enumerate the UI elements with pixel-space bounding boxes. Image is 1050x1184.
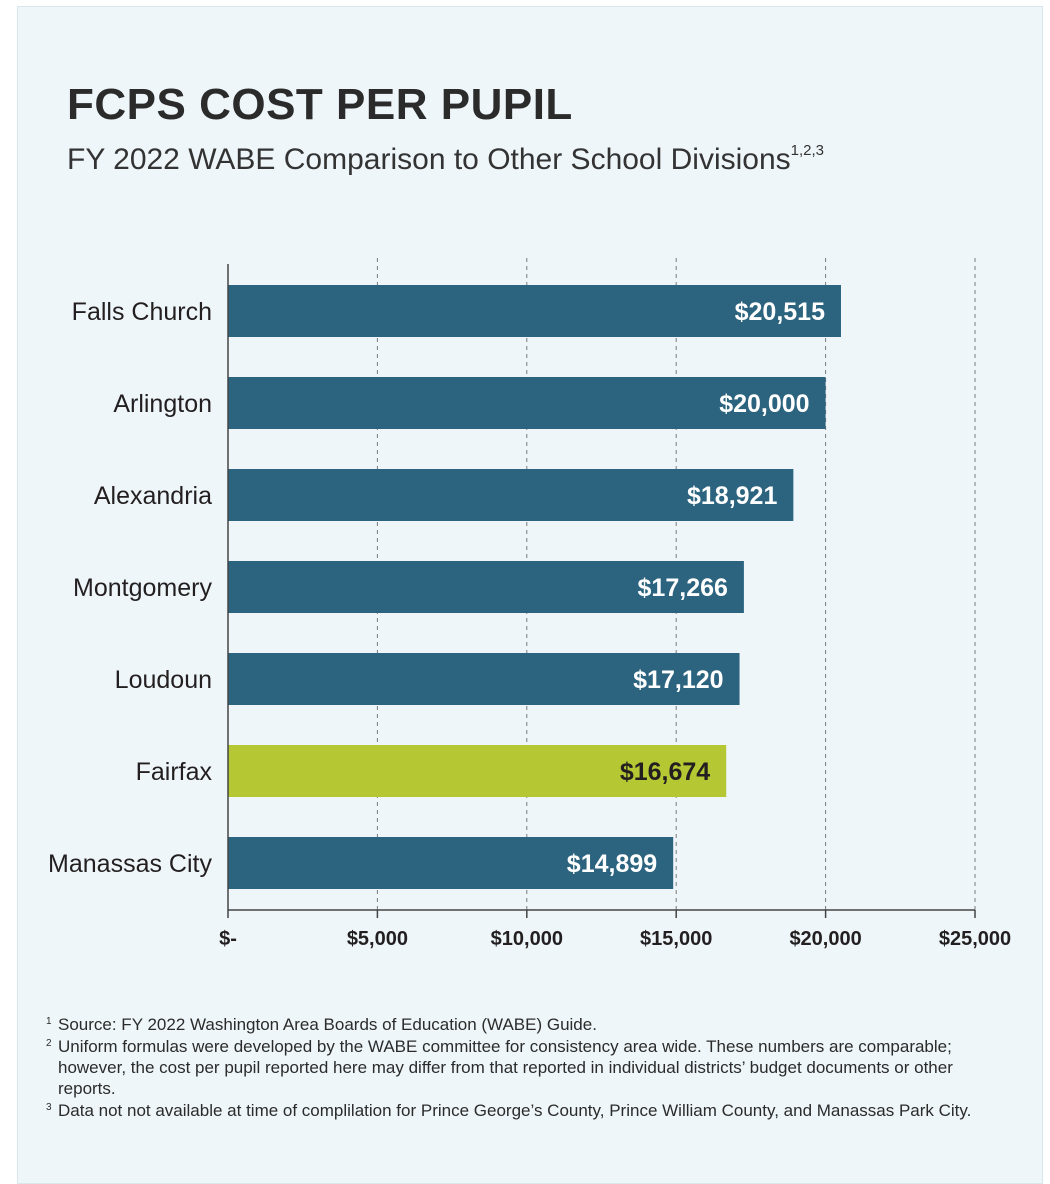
- value-label-3: $17,266: [638, 574, 728, 602]
- x-tick-label-5: $25,000: [939, 928, 1011, 950]
- footnote-2-text: Uniform formulas were developed by the W…: [58, 1037, 953, 1098]
- bar-3: [228, 561, 744, 613]
- bar-2: [228, 469, 794, 521]
- chart-title: FCPS COST PER PUPIL: [67, 80, 573, 129]
- footnote-1-number: 1: [46, 1016, 52, 1027]
- bar-1: [228, 377, 826, 429]
- footnote-3-text: Data not not available at time of compli…: [58, 1101, 972, 1120]
- x-tick-label-1: $5,000: [347, 928, 408, 950]
- bars: [228, 285, 841, 889]
- value-label-6: $14,899: [567, 850, 657, 878]
- value-label-0: $20,515: [735, 298, 825, 326]
- category-label-0: Falls Church: [72, 298, 212, 326]
- footnote-1-text: Source: FY 2022 Washington Area Boards o…: [58, 1015, 597, 1034]
- value-label-1: $20,000: [719, 390, 809, 418]
- bar-6: [228, 837, 674, 889]
- x-tick-label-0: $-: [219, 928, 237, 950]
- subtitle-text: FY 2022 WABE Comparison to Other School …: [67, 143, 791, 176]
- chart-subtitle: FY 2022 WABE Comparison to Other School …: [67, 142, 824, 177]
- value-label-4: $17,120: [633, 666, 723, 694]
- bar-chart: Falls Church $20,515 Arlington $20,000 Alexa…: [48, 258, 1011, 950]
- category-label-6: Manassas City: [48, 850, 212, 878]
- value-label-5: $16,674: [620, 758, 710, 786]
- x-tick-label-2: $10,000: [491, 928, 563, 950]
- value-label-2: $18,921: [687, 482, 777, 510]
- x-tick-label-4: $20,000: [789, 928, 861, 950]
- category-label-3: Montgomery: [73, 574, 212, 602]
- x-tick-label-3: $15,000: [640, 928, 712, 950]
- labels: Falls Church $20,515 Arlington $20,000 Alexa…: [48, 298, 1011, 950]
- footnote-3-number: 3: [46, 1102, 52, 1113]
- bar-4: [228, 653, 740, 705]
- footnotes: 1 Source: FY 2022 Washington Area Boards …: [46, 1014, 996, 1122]
- category-label-2: Alexandria: [94, 482, 212, 510]
- axes: [227, 264, 976, 918]
- bar-0: [228, 285, 841, 337]
- bar-5: [228, 745, 727, 797]
- footnote-3: 3 Data not not available at time of compl…: [46, 1100, 996, 1121]
- footnote-2: 2 Uniform formulas were developed by the …: [46, 1036, 996, 1099]
- subtitle-footnote-refs: 1,2,3: [790, 142, 825, 159]
- category-label-4: Loudoun: [115, 666, 212, 694]
- category-label-5: Fairfax: [136, 758, 213, 786]
- footnote-2-number: 2: [46, 1038, 52, 1049]
- category-label-1: Arlington: [113, 390, 212, 418]
- footnote-1: 1 Source: FY 2022 Washington Area Boards …: [46, 1014, 996, 1035]
